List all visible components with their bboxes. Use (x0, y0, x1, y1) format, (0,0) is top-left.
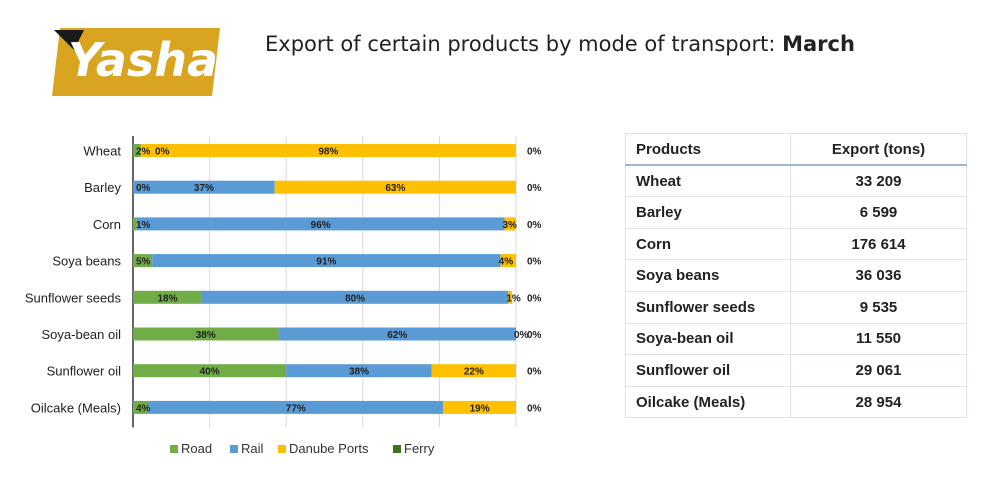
export-value-cell: 9 535 (791, 291, 967, 323)
data-label: 1% (506, 293, 521, 304)
category-label: Soya beans (52, 254, 121, 269)
data-label: 1% (136, 220, 151, 231)
data-label: 2% (136, 147, 151, 158)
export-value-cell: 11 550 (791, 323, 967, 355)
export-value-cell: 29 061 (791, 355, 967, 387)
data-label: 4% (499, 257, 514, 268)
data-label: 0% (527, 330, 542, 341)
product-cell: Sunflower seeds (626, 291, 791, 323)
table-row: Soya-bean oil 11 550 (626, 323, 967, 355)
table-row: Sunflower oil 29 061 (626, 355, 967, 387)
legend-label: Danube Ports (289, 441, 369, 456)
data-label: 5% (136, 257, 151, 268)
legend-swatch-danube-ports (278, 445, 286, 453)
product-cell: Wheat (626, 165, 791, 197)
data-label: 77% (286, 403, 306, 414)
data-label: 80% (345, 293, 365, 304)
header-products: Products (626, 134, 791, 166)
data-label: 22% (464, 367, 484, 378)
export-value-cell: 28 954 (791, 386, 967, 418)
product-cell: Sunflower oil (626, 355, 791, 387)
data-label: 40% (200, 367, 220, 378)
category-label: Wheat (83, 144, 121, 159)
data-label: 0% (527, 183, 542, 194)
export-table: Products Export (tons) Wheat 33 209 Barley… (625, 133, 967, 418)
data-label: 38% (349, 367, 369, 378)
yashar-logo: Yashar (52, 28, 220, 96)
data-label: 38% (196, 330, 216, 341)
legend-label: Road (181, 441, 212, 456)
data-label: 91% (316, 257, 336, 268)
legend-swatch-rail (230, 445, 238, 453)
title-main: Export of certain products by mode of tr… (265, 32, 782, 56)
table-row: Sunflower seeds 9 535 (626, 291, 967, 323)
category-label: Soya-bean oil (42, 327, 122, 342)
data-label: 37% (194, 183, 214, 194)
legend-swatch-road (170, 445, 178, 453)
product-cell: Soya-bean oil (626, 323, 791, 355)
data-label: 0% (527, 257, 542, 268)
export-value-cell: 36 036 (791, 260, 967, 292)
product-cell: Oilcake (Meals) (626, 386, 791, 418)
legend-label: Rail (241, 441, 264, 456)
transport-stacked-bar-chart: Wheat 2% 0% 98% 0% Barley 0% 37% 63% 0% Corn 1% 96% 3… (0, 128, 600, 473)
category-label: Sunflower seeds (25, 290, 122, 305)
table-row: Corn 176 614 (626, 228, 967, 260)
header-export-tons: Export (tons) (791, 134, 967, 166)
table-row: Oilcake (Meals) 28 954 (626, 386, 967, 418)
table-row: Soya beans 36 036 (626, 260, 967, 292)
export-value-cell: 6 599 (791, 197, 967, 229)
category-label: Sunflower oil (47, 364, 122, 379)
data-label: 4% (136, 403, 151, 414)
data-label: 0% (136, 183, 151, 194)
table-row: Barley 6 599 (626, 197, 967, 229)
data-label: 96% (311, 220, 331, 231)
data-label: 0% (155, 147, 170, 158)
product-cell: Soya beans (626, 260, 791, 292)
data-label: 0% (527, 293, 542, 304)
table-row: Wheat 33 209 (626, 165, 967, 197)
legend-swatch-ferry (393, 445, 401, 453)
data-label: 62% (387, 330, 407, 341)
data-label: 0% (527, 403, 542, 414)
product-cell: Corn (626, 228, 791, 260)
data-label: 63% (385, 183, 405, 194)
category-label: Oilcake (Meals) (31, 400, 121, 415)
data-label: 18% (157, 293, 177, 304)
data-label: 3% (503, 220, 518, 231)
export-value-cell: 176 614 (791, 228, 967, 260)
export-value-cell: 33 209 (791, 165, 967, 197)
category-label: Corn (93, 217, 121, 232)
logo-text: Yashar (68, 30, 241, 90)
legend-label: Ferry (404, 441, 435, 456)
data-label: 0% (527, 367, 542, 378)
category-label: Barley (84, 180, 121, 195)
title-month: March (782, 32, 855, 56)
data-label: 0% (527, 147, 542, 158)
page-title: Export of certain products by mode of tr… (265, 32, 855, 56)
data-label: 19% (470, 403, 490, 414)
data-label: 0% (527, 220, 542, 231)
table-header-row: Products Export (tons) (626, 134, 967, 166)
data-label: 98% (318, 147, 338, 158)
product-cell: Barley (626, 197, 791, 229)
